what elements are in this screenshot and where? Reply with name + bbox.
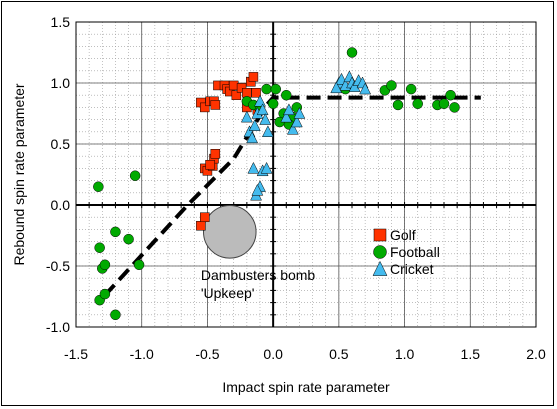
- legend-marker-golf: [373, 228, 387, 242]
- golf-point: [236, 83, 247, 93]
- cricket-point: [256, 103, 269, 116]
- x-tick-label: 0.0: [263, 346, 283, 362]
- cricket-point: [246, 131, 259, 144]
- cricket-point: [254, 94, 266, 107]
- football-point: [93, 181, 104, 192]
- football-point: [392, 99, 404, 111]
- football-point: [129, 170, 141, 181]
- football-point: [94, 242, 105, 253]
- football-point: [110, 309, 121, 321]
- legend-marker-cricket: [372, 260, 388, 276]
- cricket-point: [259, 113, 272, 125]
- football-point: [445, 89, 456, 101]
- y-tick-label: 0.5: [51, 136, 71, 152]
- football-point: [405, 83, 417, 95]
- golf-point: [242, 88, 252, 98]
- y-tick-label: 0.0: [51, 197, 71, 213]
- cricket-point: [286, 122, 299, 135]
- x-tick-label: 2.0: [526, 346, 546, 362]
- cricket-point: [260, 161, 273, 174]
- cricket-point: [280, 110, 293, 123]
- y-axis-title: Rebound spin rate parameter: [11, 83, 27, 265]
- tick-labels: -1.5 -1.0 -0.5 0.0 0.5 1.0 1.5 2.0 -1.0 -0.5 0.0 0.…: [46, 14, 546, 362]
- zero-axes: [75, 21, 537, 328]
- cricket-point: [251, 183, 264, 196]
- x-tick-label: -0.5: [195, 346, 219, 362]
- annotation-line-2: 'Upkeep': [201, 285, 255, 301]
- football-point: [123, 233, 134, 245]
- cricket-point: [348, 80, 361, 92]
- golf-point: [210, 149, 221, 159]
- cricket-point: [240, 110, 253, 123]
- golf-point: [200, 212, 210, 222]
- cricket-point: [283, 103, 295, 116]
- cricket-point: [290, 115, 303, 128]
- data-points: [93, 47, 460, 321]
- legend-label-football: Football: [390, 244, 440, 260]
- legend-label-cricket: Cricket: [390, 261, 434, 277]
- football-point: [99, 288, 111, 300]
- football-point: [133, 259, 145, 271]
- x-tick-label: -1.5: [64, 346, 88, 362]
- football-point: [261, 83, 272, 95]
- football-point: [449, 102, 460, 113]
- x-tick-label: 1.0: [395, 346, 415, 362]
- golf-point: [200, 102, 210, 113]
- legend-label-golf: Golf: [390, 227, 416, 243]
- y-tick-label: 1.5: [51, 14, 71, 30]
- cricket-point: [359, 82, 372, 95]
- y-tick-label: 1.0: [51, 75, 71, 91]
- x-axis-title: Impact spin rate parameter: [222, 379, 390, 395]
- golf-point: [205, 159, 215, 170]
- annotation-line-1: Dambusters bomb: [201, 267, 316, 283]
- cricket-point: [293, 106, 306, 119]
- plot-border: [75, 21, 537, 328]
- golf-point: [231, 90, 242, 100]
- cricket-point: [248, 119, 261, 131]
- cricket-point: [330, 81, 343, 94]
- football-point: [281, 89, 292, 101]
- upkeep-circle: [202, 205, 257, 259]
- x-tick-label: 1.5: [461, 346, 481, 362]
- golf-point: [196, 220, 206, 231]
- y-tick-label: -1.0: [46, 319, 70, 335]
- x-tick-label: -1.0: [130, 346, 154, 362]
- golf-point: [248, 72, 259, 82]
- football-point: [270, 83, 282, 95]
- legend-marker-football: [373, 245, 387, 259]
- cricket-point: [247, 161, 260, 174]
- football-point: [412, 98, 423, 109]
- football-point: [99, 259, 111, 271]
- football-point: [267, 98, 279, 109]
- cricket-point: [261, 125, 274, 137]
- football-point: [110, 226, 121, 238]
- upkeep-annotation: Dambusters bomb 'Upkeep': [201, 205, 316, 301]
- football-point: [346, 47, 358, 58]
- y-tick-label: -0.5: [46, 258, 70, 274]
- football-point: [438, 98, 450, 109]
- golf-point: [251, 88, 261, 98]
- football-point: [386, 80, 397, 91]
- x-tick-label: 0.5: [329, 346, 349, 362]
- golf-point: [210, 100, 221, 110]
